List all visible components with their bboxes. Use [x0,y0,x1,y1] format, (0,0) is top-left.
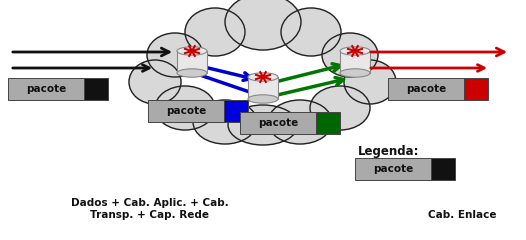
Ellipse shape [344,60,396,104]
Text: pacote: pacote [26,84,66,94]
Bar [388,78,464,100]
Ellipse shape [268,100,332,144]
Text: pacote: pacote [258,118,298,128]
Bar [340,51,370,73]
Ellipse shape [340,47,370,55]
Ellipse shape [281,8,341,56]
Bar [240,112,316,134]
Bar [464,78,488,100]
Ellipse shape [177,47,207,55]
Ellipse shape [177,69,207,77]
Text: pacote: pacote [406,84,446,94]
Ellipse shape [248,73,278,81]
Ellipse shape [185,8,245,56]
Text: pacote: pacote [373,164,413,174]
Ellipse shape [225,0,301,50]
Ellipse shape [310,86,370,130]
Ellipse shape [248,95,278,103]
Bar [84,78,108,100]
Ellipse shape [155,86,215,130]
Ellipse shape [193,100,257,144]
Ellipse shape [129,60,181,104]
Bar [431,158,455,180]
Bar [148,100,224,122]
Bar [248,77,278,99]
Ellipse shape [147,33,203,77]
Bar [177,51,207,73]
Bar [224,100,248,122]
Ellipse shape [322,33,378,77]
Text: Legenda:: Legenda: [358,145,420,158]
Ellipse shape [340,69,370,77]
Bar [8,78,84,100]
Text: pacote: pacote [166,106,206,116]
Text: Dados + Cab. Aplic. + Cab.
Transp. + Cap. Rede: Dados + Cab. Aplic. + Cab. Transp. + Cap… [71,198,229,220]
Text: Cab. Enlace: Cab. Enlace [428,210,496,220]
Bar [316,112,340,134]
Bar [355,158,431,180]
Ellipse shape [228,105,298,145]
